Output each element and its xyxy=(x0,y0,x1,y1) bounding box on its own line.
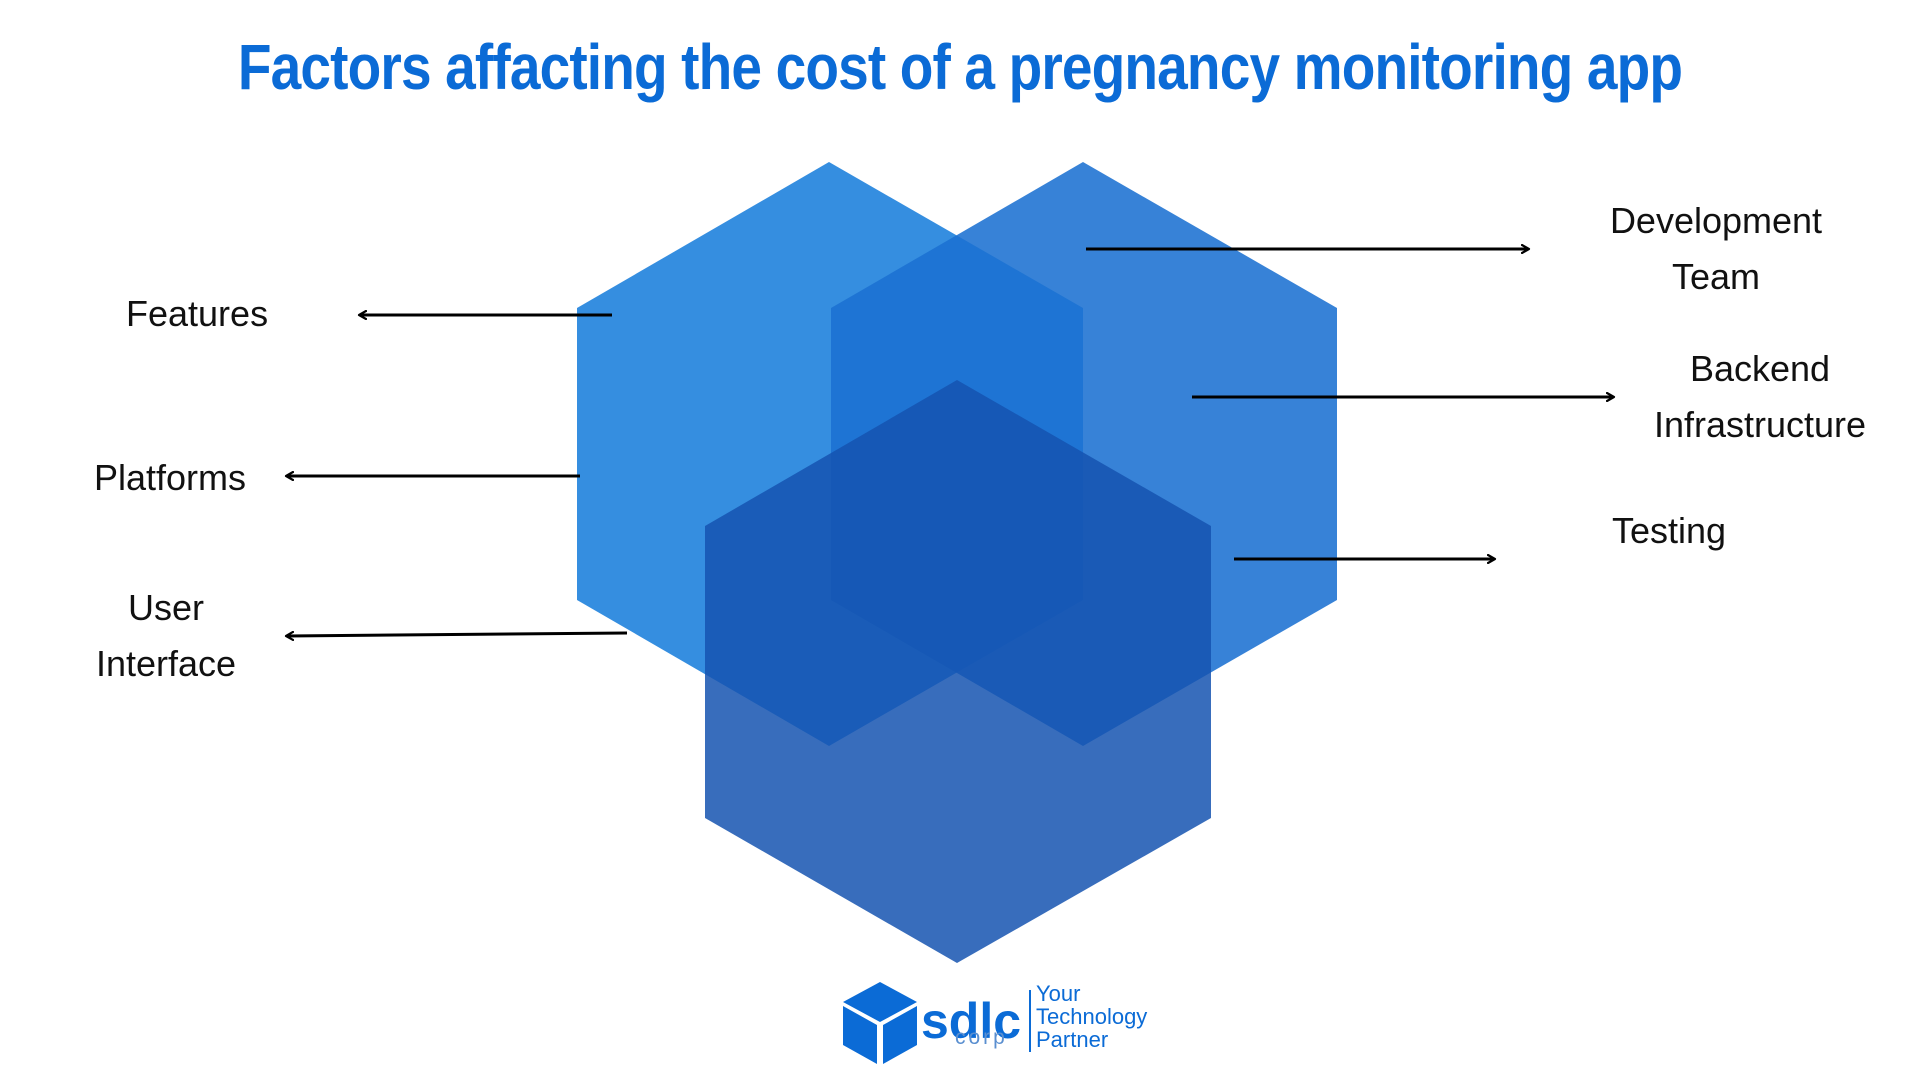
backend-line2: Infrastructure xyxy=(1653,404,1867,445)
label-development-team: Development Team xyxy=(1586,193,1846,305)
label-platforms: Platforms xyxy=(94,450,246,506)
logo-wordmark: sdlc xyxy=(921,993,1021,1049)
label-backend-infrastructure: Backend Infrastructure xyxy=(1640,341,1880,453)
label-user-interface: User Interface xyxy=(80,580,252,692)
tagline-line3: Partner xyxy=(1036,1027,1109,1052)
page-title: Factors affacting the cost of a pregnanc… xyxy=(237,31,1683,103)
arrow-user-interface xyxy=(287,633,628,636)
hexagon-bottom xyxy=(705,380,1211,963)
label-testing: Testing xyxy=(1612,503,1726,559)
label-features: Features xyxy=(126,286,268,342)
cube-icon xyxy=(843,982,917,1064)
development-team-line1: Development xyxy=(1609,200,1823,241)
platforms-text: Platforms xyxy=(94,457,247,498)
user-interface-line2: Interface xyxy=(95,643,237,684)
logo-corp: corp xyxy=(955,1026,1008,1049)
tagline-line1: Your xyxy=(1036,981,1081,1006)
testing-text: Testing xyxy=(1612,510,1727,551)
user-interface-line1: User xyxy=(127,587,204,628)
development-team-line2: Team xyxy=(1671,256,1761,297)
backend-line1: Backend xyxy=(1689,348,1831,389)
tagline-line2: Technology xyxy=(1036,1004,1148,1029)
features-text: Features xyxy=(126,293,269,334)
logo-tagline: Your Technology Partner xyxy=(1036,982,1147,1051)
